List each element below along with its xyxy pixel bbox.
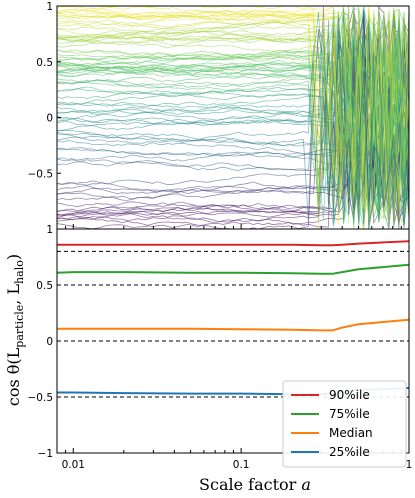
particle-track [57, 33, 409, 213]
particle-track [57, 71, 409, 223]
particle-tracks [57, 6, 409, 229]
reference-lines [57, 250, 409, 398]
y-tick-label: −0.5 [28, 168, 54, 180]
top-panel-tracks: −0.5 0 0.5 1 [28, 1, 410, 230]
bottom-y-ticks: −1 −0.5 0 0.5 1 [28, 224, 61, 460]
y-tick-label: 0.5 [36, 57, 53, 69]
y-tick-label: 0 [46, 336, 53, 348]
legend-label: 75%ile [329, 407, 370, 421]
particle-track [57, 15, 409, 199]
y-tick-label: −0.5 [28, 392, 54, 404]
legend-label: 25%ile [329, 445, 370, 459]
particle-track [57, 13, 409, 227]
y-tick-label: 1 [46, 1, 53, 13]
x-tick-label: 0.01 [62, 459, 85, 471]
particle-track [57, 25, 409, 216]
series-line-median [57, 318, 409, 332]
series-line-75-ile [57, 263, 409, 275]
legend-label: Median [329, 426, 373, 440]
particle-track [57, 7, 409, 222]
particle-track [57, 7, 409, 222]
particle-track [57, 9, 409, 212]
x-tick-label: 1 [406, 459, 413, 471]
particle-track [57, 6, 409, 222]
x-tick-label: 0.1 [233, 459, 250, 471]
particle-track [57, 18, 409, 228]
x-axis-label: Scale factor a [199, 475, 311, 494]
particle-track [57, 8, 409, 212]
particle-track [57, 14, 409, 229]
top-y-ticks: −0.5 0 0.5 1 [28, 1, 61, 180]
legend-box [282, 380, 407, 468]
percentile-series [57, 240, 409, 396]
y-tick-label: 1 [46, 224, 53, 236]
particle-track [57, 16, 409, 219]
y-axis-label: cos θ(Lparticle, Lhalo) [4, 254, 26, 406]
series-line-90-ile [57, 240, 409, 247]
y-tick-label: 0.5 [36, 280, 53, 292]
y-tick-label: −1 [38, 448, 53, 460]
legend-label: 90%ile [329, 388, 370, 402]
particle-track [57, 9, 409, 224]
y-tick-label: 0 [46, 113, 53, 125]
legend: 90%ile 75%ile Median 25%ile [282, 380, 407, 468]
particle-track [57, 11, 409, 227]
particle-track [57, 14, 409, 228]
